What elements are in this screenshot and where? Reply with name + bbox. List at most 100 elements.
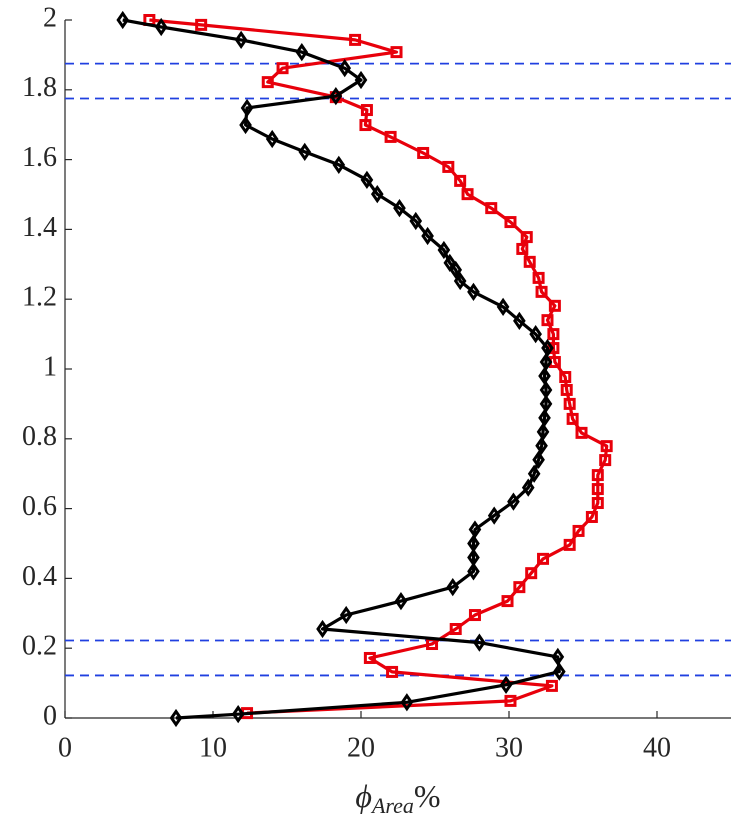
- diamond-marker: [240, 98, 254, 118]
- diamond-marker: [467, 562, 480, 581]
- square-marker: [468, 609, 481, 622]
- diamond-marker: [437, 240, 451, 260]
- x-tick-label: 10: [199, 732, 227, 763]
- diamond-marker: [154, 17, 168, 37]
- diamond-marker: [539, 352, 553, 372]
- diamond-marker: [116, 10, 130, 30]
- square-marker: [516, 242, 529, 255]
- diamond-marker: [354, 70, 368, 90]
- square-marker: [349, 33, 362, 46]
- square-marker: [504, 694, 517, 707]
- square-marker: [541, 314, 554, 327]
- square-marker: [591, 497, 604, 510]
- square-marker: [560, 383, 573, 396]
- square-marker: [276, 62, 289, 75]
- square-marker: [485, 202, 498, 215]
- diamond-marker: [552, 662, 566, 681]
- y-tick-label: 0.2: [22, 631, 57, 662]
- square-marker: [449, 623, 462, 636]
- x-label-symbol: ϕ: [355, 778, 372, 814]
- diamond-marker: [400, 693, 414, 712]
- diamond-marker: [239, 115, 252, 135]
- square-marker: [417, 146, 430, 159]
- square-marker: [195, 18, 208, 31]
- square-marker: [513, 581, 526, 594]
- diamond-marker: [532, 450, 545, 469]
- y-tick-label: 0.4: [22, 561, 57, 592]
- diamond-marker: [487, 506, 501, 525]
- square-marker: [545, 679, 558, 692]
- square-marker: [566, 412, 579, 425]
- square-marker: [537, 552, 550, 565]
- diamond-marker: [393, 198, 406, 218]
- square-marker: [520, 231, 533, 244]
- diamond-marker: [499, 675, 513, 694]
- square-marker: [359, 119, 372, 132]
- diamond-marker: [541, 338, 554, 358]
- diamond-marker: [332, 155, 346, 174]
- y-tick-label: 1: [43, 351, 57, 382]
- diamond-marker: [409, 211, 423, 231]
- x-tick-label: 20: [347, 732, 375, 763]
- square-marker: [501, 595, 514, 608]
- square-marker: [390, 46, 403, 59]
- square-marker: [563, 538, 576, 551]
- square-marker: [559, 371, 572, 384]
- diamond-marker: [295, 42, 309, 62]
- square-marker: [599, 454, 612, 467]
- square-marker: [563, 397, 576, 410]
- y-tick-label: 1.4: [22, 212, 57, 243]
- diamond-marker: [467, 282, 480, 302]
- square-marker: [525, 567, 538, 580]
- diamond-marker: [473, 633, 486, 652]
- y-tick-label: 1.8: [22, 72, 57, 103]
- diamond-marker: [529, 324, 542, 344]
- diamond-marker: [507, 492, 520, 511]
- x-tick-label: 30: [495, 732, 523, 763]
- y-tick-label: 1.2: [22, 282, 57, 313]
- diamond-marker: [370, 185, 384, 204]
- y-tick-label: 2: [43, 2, 57, 33]
- diamond-marker: [339, 605, 353, 625]
- diamond-marker: [394, 591, 408, 611]
- y-tick-label: 0.6: [22, 491, 57, 522]
- diamond-marker: [446, 577, 460, 597]
- diamond-marker: [513, 311, 526, 330]
- square-marker: [386, 665, 399, 678]
- diamond-marker: [421, 226, 434, 246]
- square-marker: [548, 299, 561, 312]
- series-line: [122, 18, 561, 720]
- square-marker: [363, 651, 376, 664]
- square-marker: [572, 524, 585, 537]
- diamond-marker: [169, 708, 183, 728]
- diamond-marker: [453, 271, 467, 291]
- square-marker: [442, 160, 455, 173]
- x-tick-label: 40: [643, 732, 671, 763]
- square-marker: [585, 510, 598, 523]
- diamond-marker: [329, 86, 343, 106]
- square-marker: [535, 285, 548, 298]
- y-tick-label: 1.6: [22, 142, 57, 173]
- y-tick-label: 0: [43, 700, 57, 731]
- square-marker: [360, 104, 373, 117]
- diamond-marker: [468, 520, 482, 539]
- diamond-marker: [231, 705, 245, 724]
- diamond-marker: [316, 619, 329, 639]
- diamond-marker: [551, 647, 565, 667]
- square-marker: [575, 426, 588, 439]
- square-marker: [454, 174, 467, 187]
- diamond-marker: [535, 436, 548, 455]
- square-marker: [591, 483, 604, 496]
- x-label-subscript: Area: [370, 793, 414, 818]
- diamond-marker: [234, 30, 248, 50]
- diamond-marker: [536, 422, 550, 441]
- square-marker: [384, 130, 397, 143]
- diamond-marker: [538, 366, 551, 386]
- series-line: [149, 18, 609, 715]
- diamond-marker: [360, 170, 374, 189]
- x-tick-label: 0: [58, 732, 72, 763]
- square-marker: [504, 216, 517, 229]
- x-label-suffix: %: [414, 778, 441, 814]
- square-marker: [547, 328, 560, 341]
